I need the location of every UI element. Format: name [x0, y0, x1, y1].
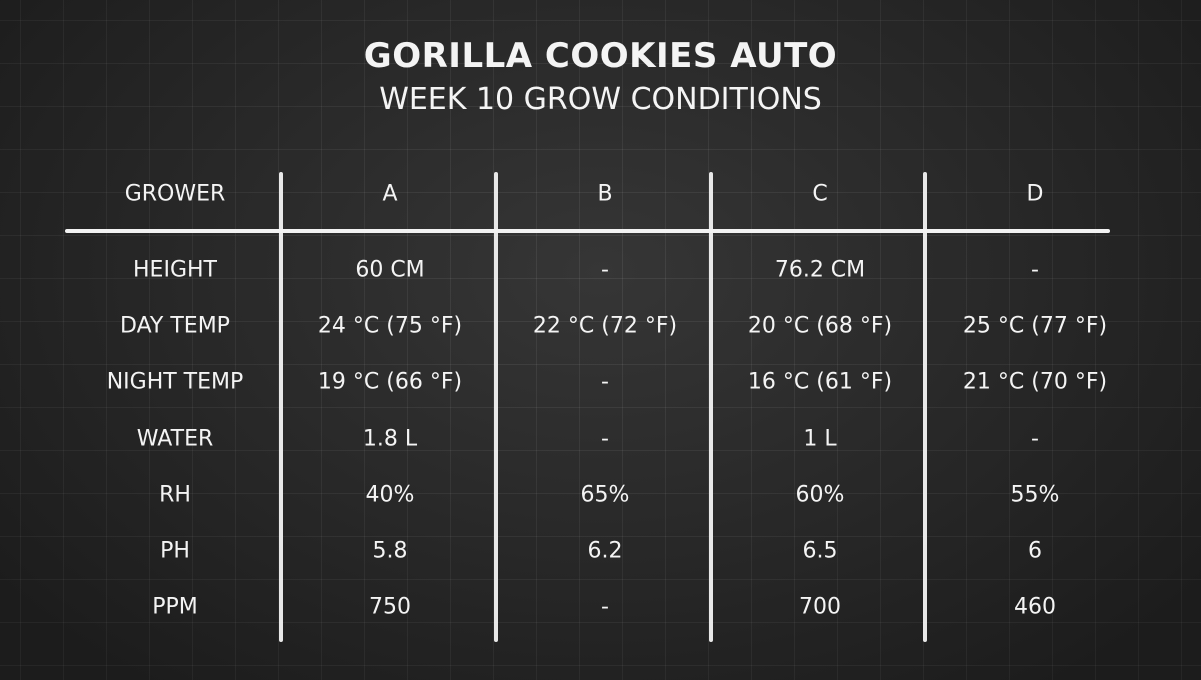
table-cell: 40% [365, 482, 415, 508]
row-label: RH [159, 482, 191, 508]
table-cell: 60% [795, 482, 845, 508]
table-cell: - [601, 369, 609, 395]
header-grower-a: A [382, 181, 398, 207]
chart-subtitle: WEEK 10 GROW CONDITIONS [379, 82, 822, 117]
table-cell: 460 [1014, 594, 1056, 620]
table-cell: - [601, 257, 609, 283]
row-label: PPM [152, 594, 198, 620]
table-cell: 700 [799, 594, 841, 620]
table-cell: 1.8 L [362, 426, 418, 452]
table-cell: 60 CM [355, 257, 425, 283]
table-cell: 6 [1028, 538, 1042, 564]
column-divider [709, 172, 713, 642]
chart-title: GORILLA COOKIES AUTO [363, 36, 838, 76]
table-cell: 750 [369, 594, 411, 620]
table-cell: 1 L [803, 426, 837, 452]
header-label: GROWER [124, 181, 226, 207]
table-cell: 76.2 CM [774, 257, 866, 283]
header-divider [65, 229, 1110, 233]
table-cell: - [1031, 257, 1039, 283]
table-cell: 19 °C (66 °F) [317, 369, 463, 395]
table-cell: 5.8 [372, 538, 408, 564]
column-divider [279, 172, 283, 642]
table-cell: - [601, 426, 609, 452]
column-divider [494, 172, 498, 642]
header-grower-d: D [1026, 181, 1044, 207]
table-cell: 16 °C (61 °F) [747, 369, 893, 395]
table-cell: 6.2 [587, 538, 623, 564]
header-grower-c: C [812, 181, 828, 207]
row-label: HEIGHT [133, 257, 217, 283]
header-grower-b: B [597, 181, 613, 207]
table-cell: 22 °C (72 °F) [532, 313, 678, 339]
table-cell: - [601, 594, 609, 620]
table-cell: 6.5 [802, 538, 838, 564]
table-cell: 25 °C (77 °F) [962, 313, 1108, 339]
row-label: PH [160, 538, 190, 564]
table-cell: - [1031, 426, 1039, 452]
table-cell: 65% [580, 482, 630, 508]
table-cell: 24 °C (75 °F) [317, 313, 463, 339]
table-cell: 20 °C (68 °F) [747, 313, 893, 339]
table-cell: 21 °C (70 °F) [962, 369, 1108, 395]
row-label: DAY TEMP [120, 313, 230, 339]
row-label: NIGHT TEMP [106, 369, 244, 395]
row-label: WATER [136, 426, 214, 452]
column-divider [923, 172, 927, 642]
table-cell: 55% [1010, 482, 1060, 508]
